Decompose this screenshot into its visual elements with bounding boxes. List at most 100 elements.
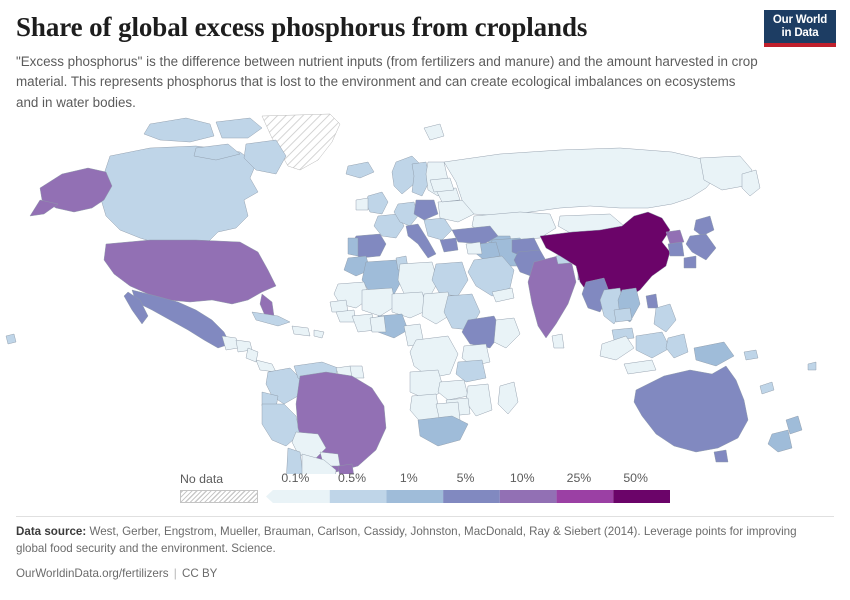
country-new-zealand-north[interactable] <box>785 415 803 435</box>
country-svalbard[interactable] <box>423 123 445 141</box>
country-fiji[interactable] <box>807 361 817 371</box>
country-baltics[interactable] <box>429 177 455 193</box>
page-title: Share of global excess phosphorus from c… <box>16 12 588 42</box>
country-philippines[interactable] <box>653 303 677 333</box>
country-niger[interactable] <box>391 291 429 319</box>
country-suriname[interactable] <box>349 365 365 379</box>
country-ghana[interactable] <box>369 315 387 333</box>
country-canada-arctic-3[interactable] <box>193 143 241 161</box>
license-label[interactable]: CC BY <box>181 567 218 581</box>
country-new-caledonia[interactable] <box>759 381 775 395</box>
country-hawaii[interactable] <box>5 333 17 345</box>
country-tasmania[interactable] <box>713 449 729 463</box>
country-australia[interactable] <box>633 365 749 453</box>
legend-bin-5[interactable] <box>556 490 614 503</box>
country-indonesia-sulawesi[interactable] <box>665 333 689 359</box>
country-indonesia-borneo[interactable] <box>635 331 671 359</box>
legend-no-data-swatch[interactable] <box>180 490 258 503</box>
country-puerto-rico[interactable] <box>313 329 325 339</box>
country-chad[interactable] <box>421 291 453 325</box>
country-poland[interactable] <box>413 199 439 221</box>
country-cuba[interactable] <box>251 311 291 327</box>
country-argentina[interactable] <box>296 453 337 474</box>
legend-color-ramp[interactable] <box>266 490 670 503</box>
country-indonesia-sumatra[interactable] <box>599 335 635 361</box>
legend-tick-4: 10% <box>509 471 535 485</box>
country-new-zealand-south[interactable] <box>767 429 793 453</box>
country-greece[interactable] <box>439 237 459 253</box>
country-hispaniola[interactable] <box>291 325 311 337</box>
country-united-states[interactable] <box>103 239 277 305</box>
country-canada-arctic-1[interactable] <box>143 117 215 143</box>
country-mozambique[interactable] <box>465 383 493 417</box>
world-map[interactable] <box>0 104 850 474</box>
owid-logo-line-2: in Data <box>781 27 819 40</box>
country-china[interactable] <box>539 211 671 303</box>
legend-tick-6: 50% <box>623 471 648 485</box>
legend-bin-2[interactable] <box>386 490 444 503</box>
country-iceland[interactable] <box>345 161 375 179</box>
country-panama[interactable] <box>255 359 277 373</box>
chart-footer: Data source: West, Gerber, Engstrom, Mue… <box>0 516 850 583</box>
legend-tick-3: 5% <box>456 471 475 485</box>
country-japan-kyushu[interactable] <box>683 255 697 269</box>
owid-logo-line-1: Our World <box>772 14 828 26</box>
country-madagascar[interactable] <box>497 381 519 415</box>
country-russia[interactable] <box>443 147 719 217</box>
country-mexico[interactable] <box>131 289 231 349</box>
country-senegal[interactable] <box>329 299 349 313</box>
country-uruguay[interactable] <box>337 463 354 474</box>
country-sri-lanka[interactable] <box>551 333 565 349</box>
country-canada-arctic-2[interactable] <box>215 117 263 139</box>
country-india[interactable] <box>527 255 577 339</box>
legend-bin-6[interactable] <box>613 490 670 503</box>
legend-tick-0: 0.1% <box>281 471 310 485</box>
country-baja[interactable] <box>123 291 149 325</box>
country-syria[interactable] <box>465 241 483 255</box>
country-alaska-peninsula[interactable] <box>29 199 59 217</box>
country-guatemala[interactable] <box>221 335 239 351</box>
country-mali[interactable] <box>361 287 397 317</box>
country-morocco[interactable] <box>343 255 371 277</box>
country-ireland[interactable] <box>355 197 369 211</box>
legend-bin-0[interactable] <box>266 490 330 503</box>
country-italy[interactable] <box>405 223 437 259</box>
country-canada[interactable] <box>99 145 259 247</box>
legend-bin-4[interactable] <box>499 490 557 503</box>
country-yemen[interactable] <box>491 287 515 303</box>
country-papua-new-guinea[interactable] <box>693 341 735 367</box>
country-turkey[interactable] <box>451 225 499 245</box>
country-japan[interactable] <box>693 215 715 237</box>
country-canada-baffin[interactable] <box>243 139 287 175</box>
data-source: Data source: West, Gerber, Engstrom, Mue… <box>16 524 816 557</box>
country-portugal[interactable] <box>347 237 359 257</box>
country-kamchatka[interactable] <box>741 169 761 197</box>
country-solomon-islands[interactable] <box>743 349 759 361</box>
country-north-korea[interactable] <box>665 229 685 245</box>
footer-links: OurWorldinData.org/fertilizers | CC BY <box>16 566 834 583</box>
chart-header: Share of global excess phosphorus from c… <box>0 0 850 113</box>
country-south-korea[interactable] <box>667 241 685 257</box>
country-balkans[interactable] <box>423 217 453 241</box>
map-legend: No data 0.1% 0.5% 1% 5% 10% 25% 50% <box>0 468 850 516</box>
legend-tick-5: 25% <box>566 471 592 485</box>
country-united-kingdom[interactable] <box>365 191 389 215</box>
country-south-africa[interactable] <box>417 415 469 447</box>
owid-logo[interactable]: Our World in Data <box>764 10 836 48</box>
country-indonesia-java[interactable] <box>623 359 657 375</box>
country-malaysia[interactable] <box>611 327 635 341</box>
country-taiwan[interactable] <box>645 293 659 309</box>
country-zambia[interactable] <box>437 379 469 401</box>
country-nicaragua[interactable] <box>245 347 259 363</box>
legend-bin-3[interactable] <box>443 490 500 503</box>
country-somalia[interactable] <box>493 317 521 349</box>
country-egypt[interactable] <box>431 261 469 297</box>
country-japan-honshu[interactable] <box>685 233 717 261</box>
owid-url[interactable]: OurWorldinData.org/fertilizers <box>16 567 169 581</box>
country-ethiopia[interactable] <box>461 315 503 349</box>
country-cambodia[interactable] <box>613 307 633 323</box>
country-tanzania[interactable] <box>455 359 487 383</box>
legend-bin-1[interactable] <box>329 490 387 503</box>
country-sweden[interactable] <box>411 161 431 197</box>
